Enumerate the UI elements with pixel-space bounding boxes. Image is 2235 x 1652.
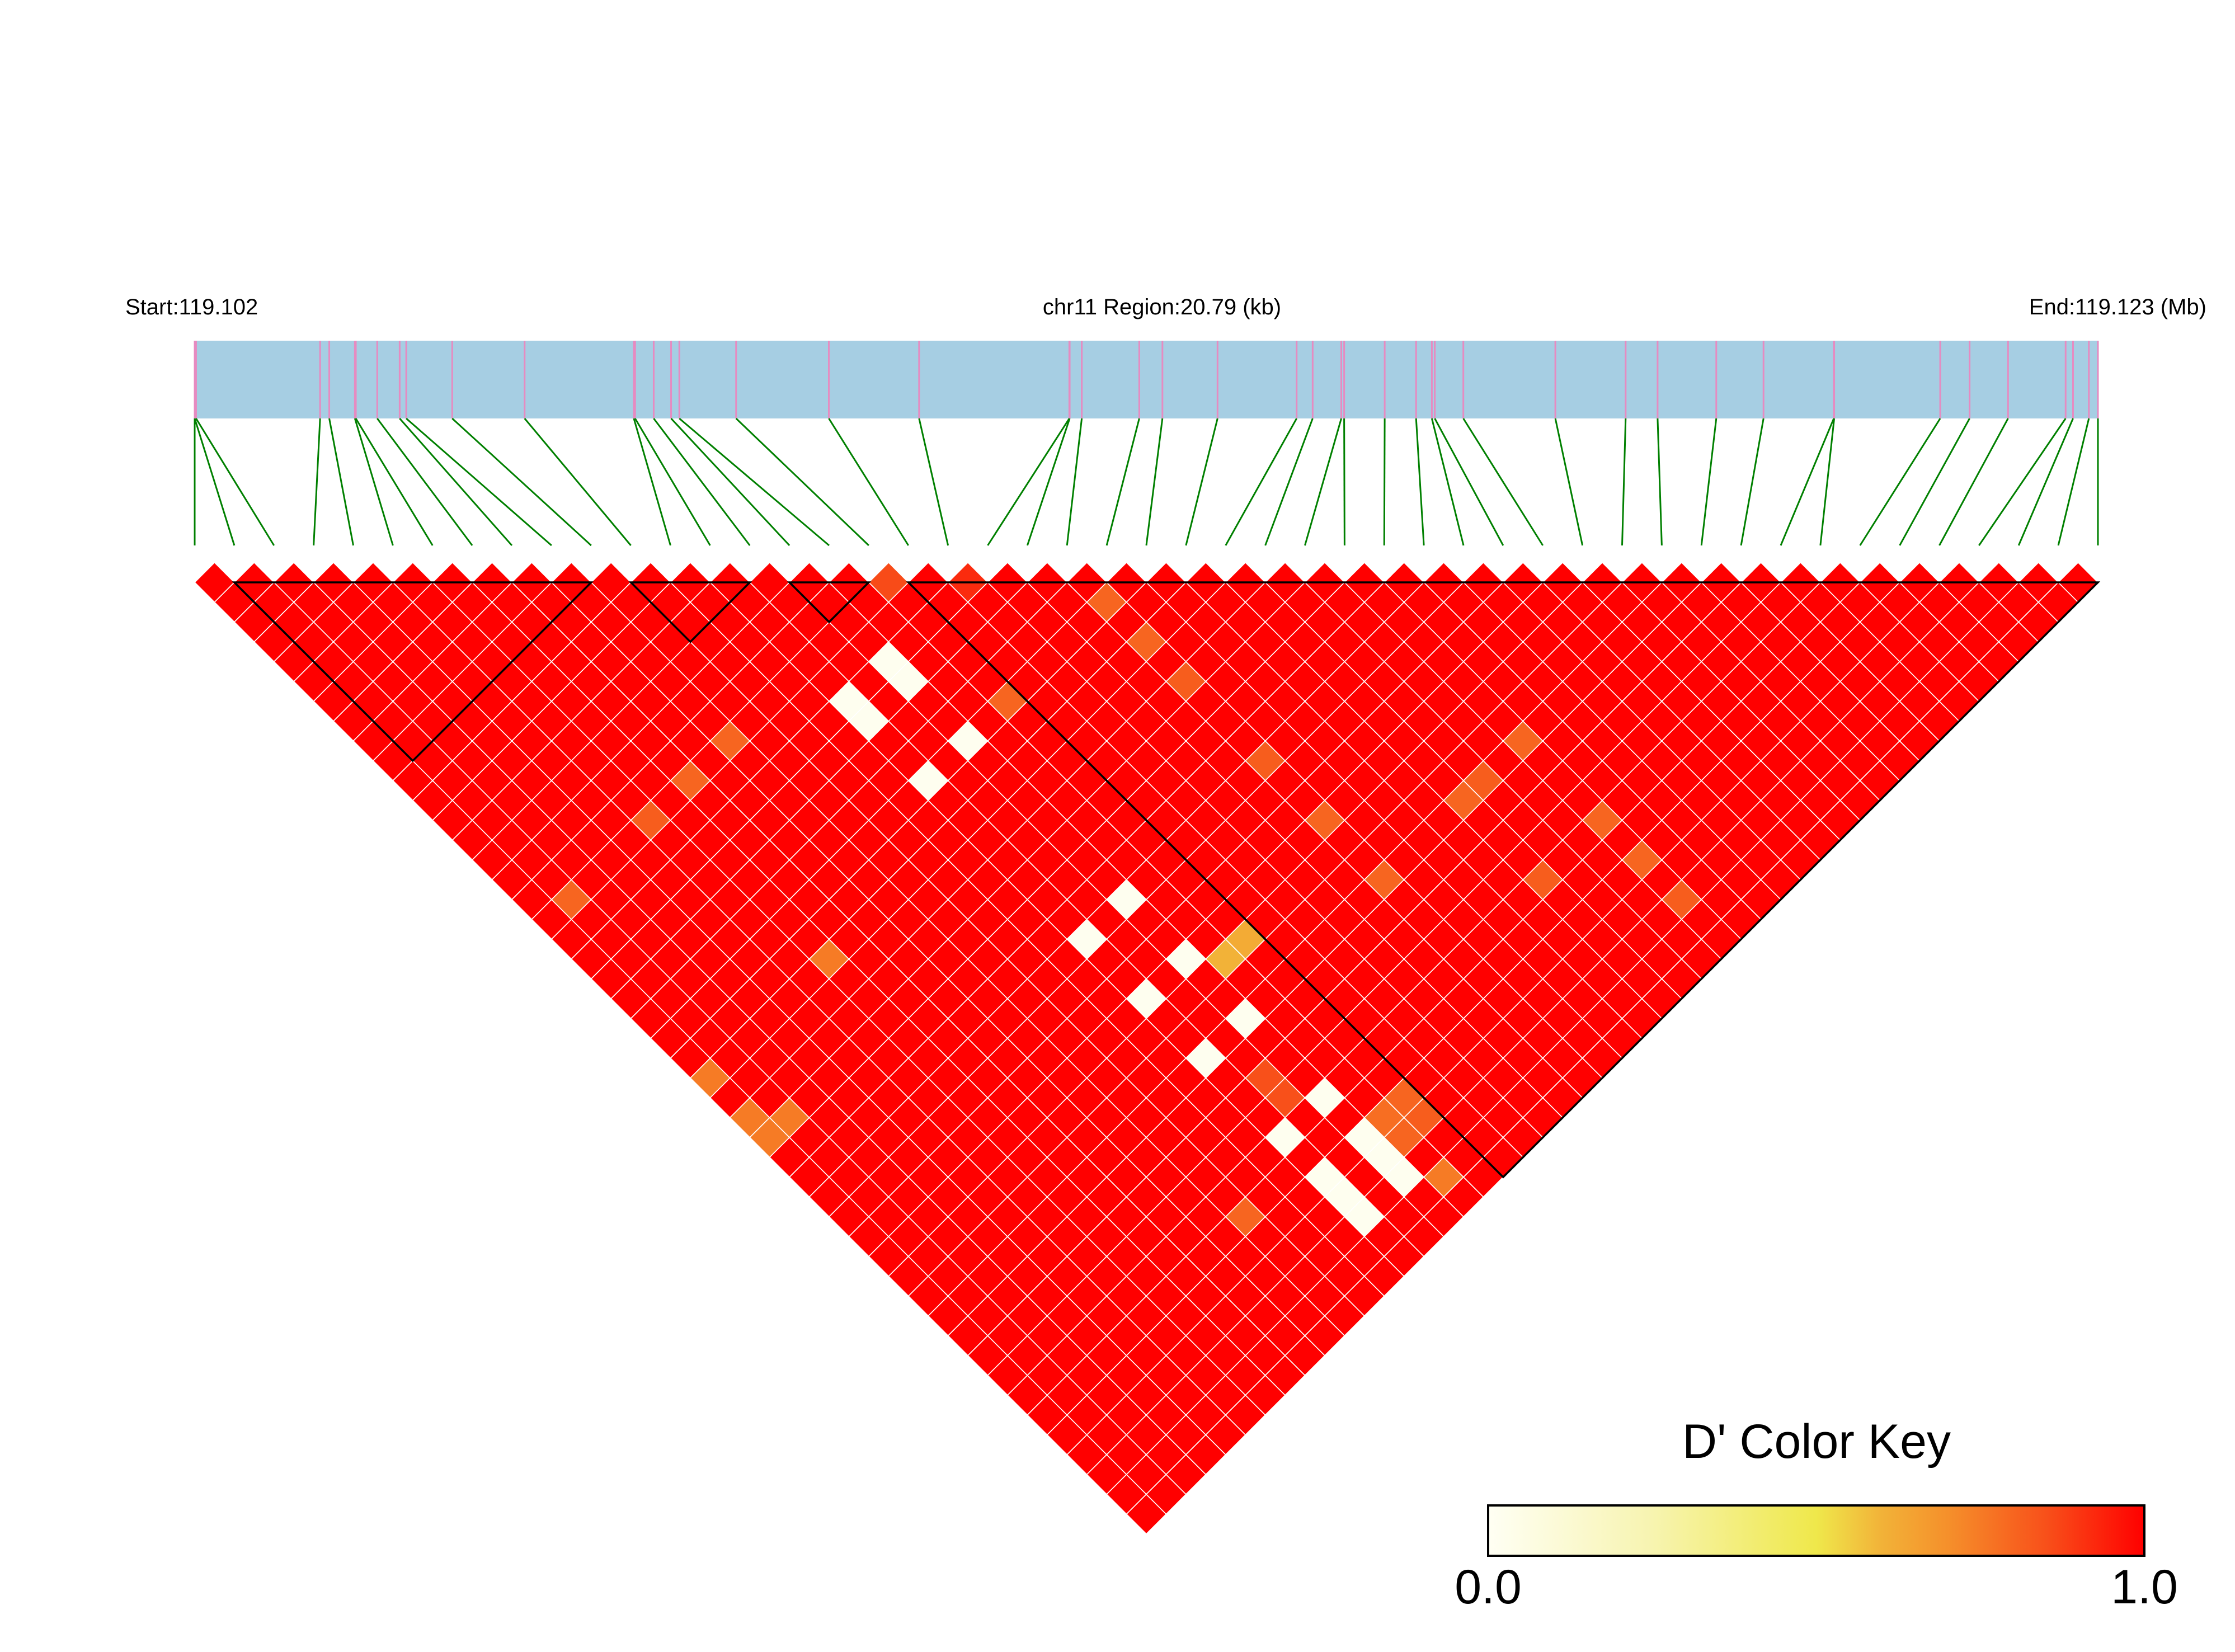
snp-connector	[2057, 418, 2090, 546]
snp-connector	[328, 418, 354, 546]
snp-connector	[1554, 418, 1584, 546]
color-key-max-label: 1.0	[2111, 1560, 2178, 1614]
snp-connector	[1621, 418, 1627, 546]
ld-block-outline	[232, 581, 594, 763]
snp-connector	[1145, 418, 1164, 546]
snp-connector	[1740, 418, 1765, 546]
region-bar	[195, 341, 2098, 418]
snp-connector	[354, 418, 394, 546]
snp-connector	[1859, 418, 1941, 546]
snp-connector	[828, 418, 910, 546]
snp-connector	[399, 418, 513, 546]
snp-connector	[1819, 418, 1836, 546]
ld-block-outline	[906, 581, 2101, 1179]
region-start-label: Start:119.102	[125, 295, 258, 319]
snp-connector	[987, 418, 1070, 546]
snp-connector	[406, 417, 552, 547]
snp-connector	[1899, 418, 1970, 546]
snp-connector	[1225, 418, 1298, 546]
snp-connector	[918, 418, 949, 546]
snp-connector	[377, 418, 473, 546]
snp-connector	[1066, 418, 1083, 546]
snp-connector	[2017, 418, 2074, 546]
snp-connector	[679, 417, 830, 547]
ld-block-outlines	[232, 581, 2101, 1179]
snp-connector	[634, 418, 711, 546]
snp-connector	[451, 417, 592, 547]
snp-connector	[1434, 418, 1504, 546]
snp-connector	[1938, 418, 2009, 546]
snp-connector	[1383, 418, 1386, 546]
ld-block-outline	[787, 581, 872, 624]
snp-connector	[1343, 418, 1345, 546]
snp-connector	[195, 418, 275, 546]
snp-connector	[313, 418, 321, 546]
snp-connector	[355, 418, 434, 546]
snp-position-ticks	[194, 341, 2099, 418]
snp-connector	[1185, 418, 1218, 546]
region-title-label: chr11 Region:20.79 (kb)	[1043, 295, 1281, 319]
snp-connector	[1462, 418, 1544, 546]
snp-connector	[1657, 418, 1663, 546]
snp-connector	[1415, 418, 1425, 546]
snp-connector	[1978, 418, 2067, 546]
snp-connector	[1431, 418, 1465, 546]
snp-connector	[524, 418, 632, 546]
snp-connector	[194, 418, 236, 546]
region-end-label: End:119.123 (Mb)	[2029, 295, 2206, 319]
snp-connector	[1780, 418, 1835, 546]
snp-connector	[1264, 418, 1314, 546]
color-key: D' Color Key 0.0 1.0	[1455, 1415, 2178, 1614]
snp-connector	[670, 417, 791, 547]
snp-connector	[1026, 418, 1071, 546]
color-key-bar	[1487, 1504, 2145, 1557]
snp-connector	[633, 418, 671, 546]
snp-connector	[1304, 418, 1342, 546]
snp-connector	[653, 418, 751, 546]
ld-block-outline	[628, 581, 752, 643]
snp-connector	[735, 417, 869, 547]
snp-connector	[1700, 418, 1718, 546]
color-key-title: D' Color Key	[1682, 1415, 1951, 1469]
ld-cells	[194, 562, 2099, 1535]
color-key-min-label: 0.0	[1455, 1560, 1522, 1614]
snp-connector	[1105, 418, 1140, 546]
snp-connector-lines	[194, 417, 2099, 547]
